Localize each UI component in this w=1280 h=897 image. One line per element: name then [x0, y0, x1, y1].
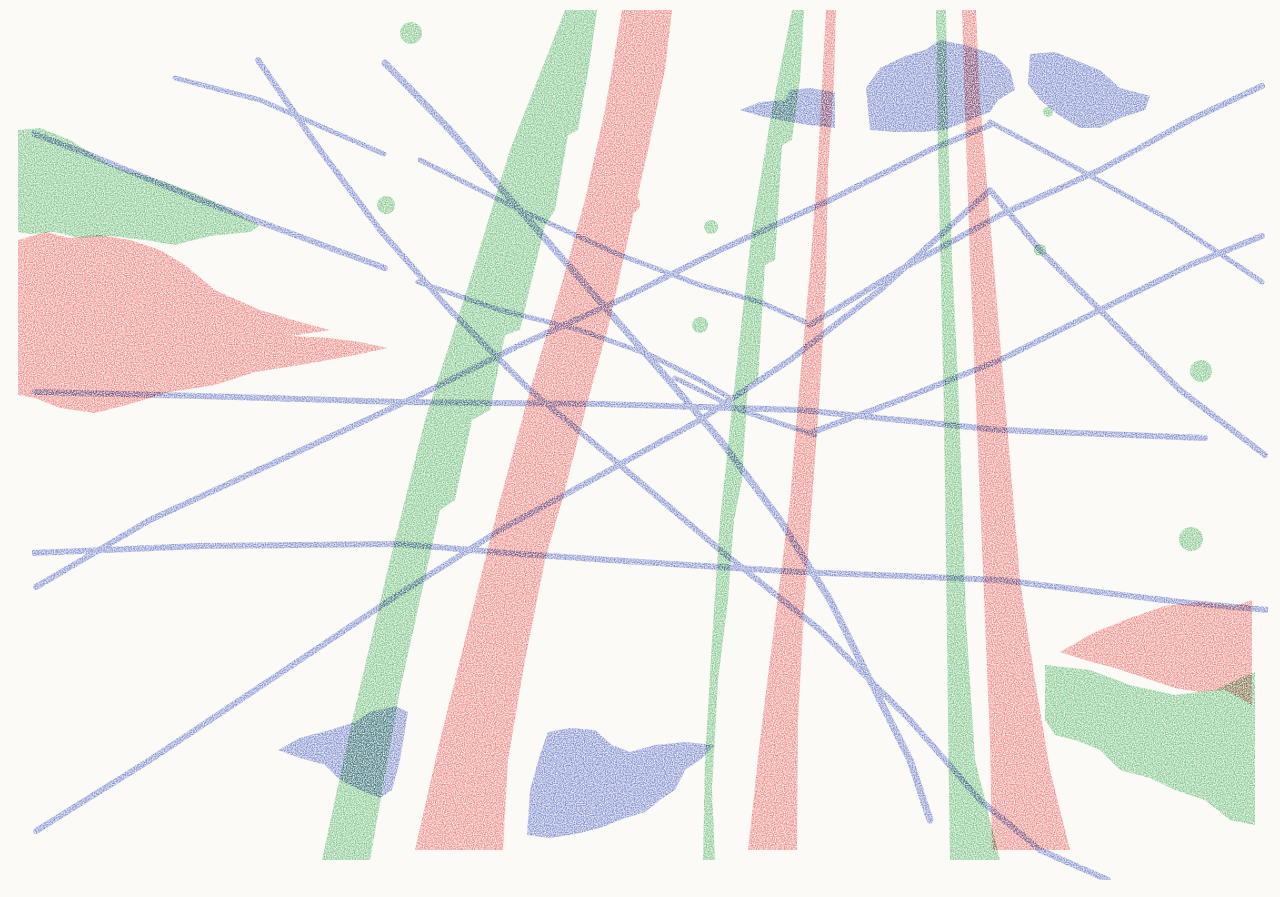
green-dot	[377, 196, 395, 214]
green-dot	[1043, 107, 1053, 117]
blue-lines	[29, 57, 1271, 883]
green-beam-right	[936, 10, 1000, 860]
red-beam-middle	[748, 10, 836, 850]
green-cloud-top-left	[18, 128, 260, 245]
red-cloud-left	[18, 232, 388, 413]
green-dot	[692, 317, 708, 333]
blue-cloud-top-right	[866, 40, 1015, 132]
red-cloud-right	[1060, 600, 1252, 705]
green-dot	[1179, 527, 1203, 551]
red-dot	[622, 195, 640, 213]
blue-line	[29, 130, 388, 271]
blue-cloud-top-middle	[740, 88, 835, 128]
red-layer	[18, 10, 1252, 850]
blue-layer	[29, 40, 1271, 883]
blue-line	[30, 541, 1271, 613]
blue-line	[672, 375, 818, 438]
green-cloud-bottom-right	[1045, 665, 1255, 825]
green-dot	[400, 22, 422, 44]
blue-line	[415, 279, 733, 401]
blue-line	[417, 157, 808, 325]
blue-cloud-bottom-middle	[527, 728, 715, 838]
green-dot	[1190, 360, 1212, 382]
blue-line	[255, 57, 1111, 883]
blue-line	[172, 75, 387, 157]
blue-line	[807, 233, 1265, 436]
blue-cloud-bottom-left	[278, 706, 408, 798]
blue-line	[33, 122, 993, 590]
green-dot	[704, 220, 718, 234]
red-beam-left	[415, 10, 672, 850]
blue-line	[381, 59, 934, 824]
blue-line	[32, 389, 1208, 441]
blue-line	[807, 83, 1265, 328]
blue-cloud-far-right	[1028, 52, 1150, 128]
blue-line	[987, 119, 1265, 285]
